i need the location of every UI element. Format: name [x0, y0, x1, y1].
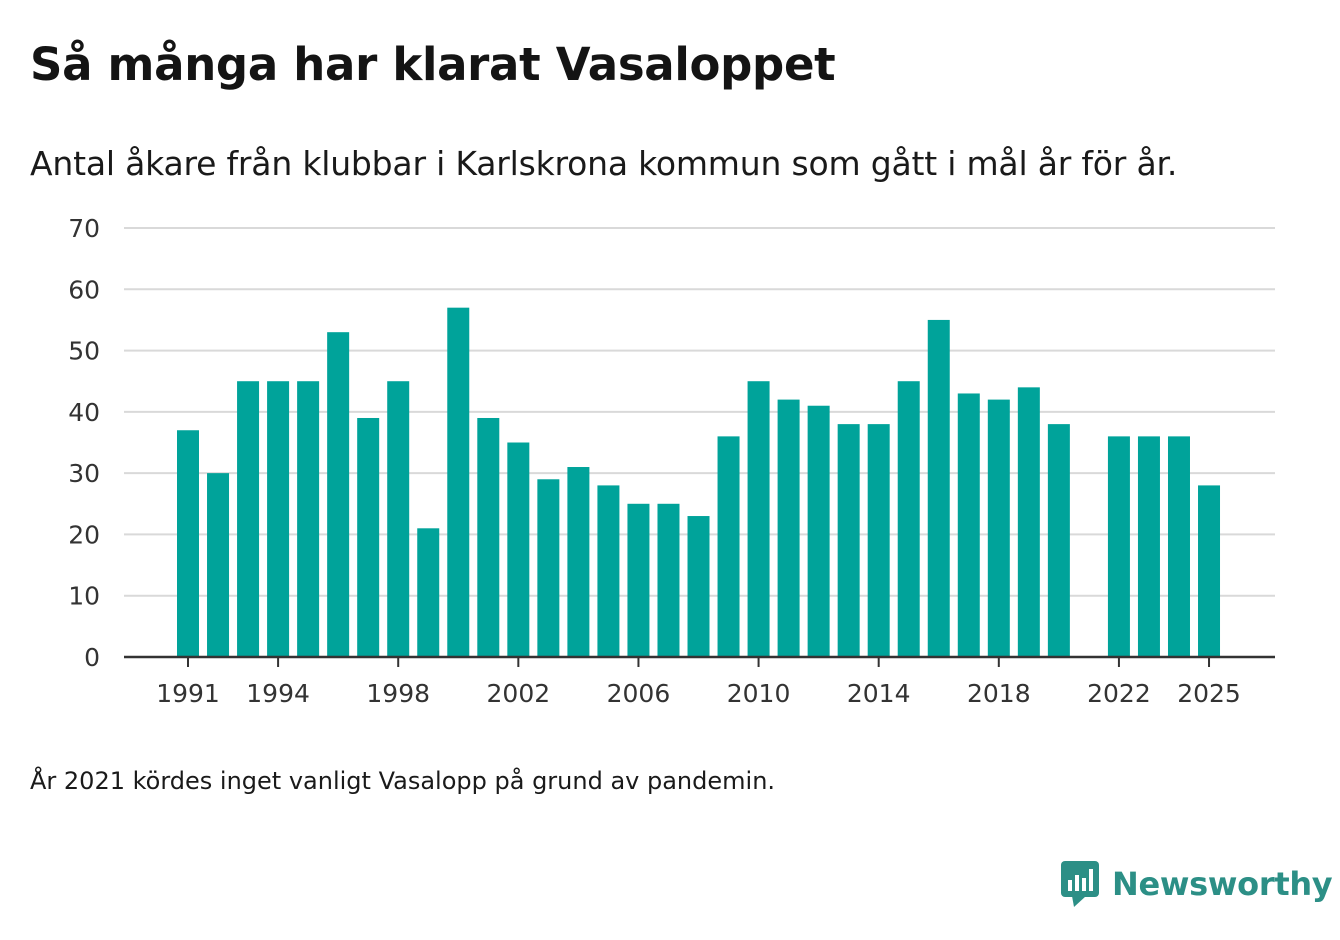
bar-1994	[267, 381, 290, 657]
bar-1993	[237, 381, 260, 657]
bar-2000	[447, 307, 470, 657]
y-tick-label-0: 0	[84, 643, 100, 672]
bar-2006	[627, 503, 650, 657]
y-tick-label-10: 10	[68, 582, 100, 611]
bar-2017	[957, 393, 980, 657]
x-tick-label-2022: 2022	[1087, 679, 1151, 708]
bar-2002	[507, 442, 530, 657]
x-axis-ticks: 1991 1994 1998 2002 2006 2010 2014 2018 2022 2025	[156, 657, 1241, 708]
bar-chart-bubble-icon	[1061, 861, 1099, 907]
y-tick-label-50: 50	[68, 337, 100, 366]
bar-chart: 0 10 20 30 40 50 60 70 1991 1994 1998 2002 2006 2010…	[68, 214, 1275, 708]
bar-2010	[747, 381, 770, 657]
bar-2022	[1107, 436, 1130, 657]
y-tick-label-20: 20	[68, 520, 100, 549]
bar-2016	[927, 319, 950, 657]
bar-2015	[897, 381, 920, 657]
brand-name: Newsworthy	[1112, 865, 1333, 903]
footnote: År 2021 kördes inget vanligt Vasalopp på…	[30, 767, 776, 795]
y-axis-ticks: 0 10 20 30 40 50 60 70	[68, 214, 100, 672]
bar-1991	[177, 430, 199, 657]
y-tick-label-40: 40	[68, 398, 100, 427]
bar-2009	[717, 436, 740, 657]
bar-2005	[597, 485, 620, 657]
bar-2003	[537, 479, 560, 657]
bar-2019	[1017, 387, 1040, 657]
bar-1999	[417, 528, 440, 657]
bar-2012	[807, 405, 830, 657]
x-tick-label-1998: 1998	[366, 679, 430, 708]
bars	[177, 307, 1221, 657]
bar-2025	[1198, 485, 1221, 657]
bar-2011	[777, 399, 800, 657]
x-tick-label-2025: 2025	[1177, 679, 1241, 708]
bar-1998	[387, 381, 410, 657]
bar-2018	[987, 399, 1010, 657]
bar-2004	[567, 467, 590, 657]
y-tick-label-30: 30	[68, 459, 100, 488]
bar-2008	[687, 516, 710, 657]
x-tick-label-2018: 2018	[967, 679, 1031, 708]
x-tick-label-2002: 2002	[487, 679, 551, 708]
bar-1996	[327, 332, 350, 657]
bar-2013	[837, 424, 860, 657]
bar-1992	[207, 473, 230, 657]
bar-1995	[297, 381, 320, 657]
bar-2007	[657, 503, 680, 657]
x-tick-label-1991: 1991	[156, 679, 220, 708]
x-tick-label-1994: 1994	[246, 679, 310, 708]
bar-2024	[1167, 436, 1190, 657]
chart-subtitle: Antal åkare från klubbar i Karlskrona ko…	[30, 144, 1178, 183]
bar-2020	[1047, 424, 1070, 657]
bar-2014	[867, 424, 890, 657]
x-tick-label-2006: 2006	[607, 679, 671, 708]
x-tick-label-2010: 2010	[727, 679, 791, 708]
bar-1997	[357, 417, 380, 657]
x-tick-label-2014: 2014	[847, 679, 911, 708]
chart-title: Så många har klarat Vasaloppet	[30, 38, 836, 91]
bar-2023	[1137, 436, 1160, 657]
newsworthy-logo[interactable]: Newsworthy	[1060, 860, 1333, 908]
y-tick-label-70: 70	[68, 214, 100, 243]
y-tick-label-60: 60	[68, 275, 100, 304]
bar-2001	[477, 417, 500, 657]
